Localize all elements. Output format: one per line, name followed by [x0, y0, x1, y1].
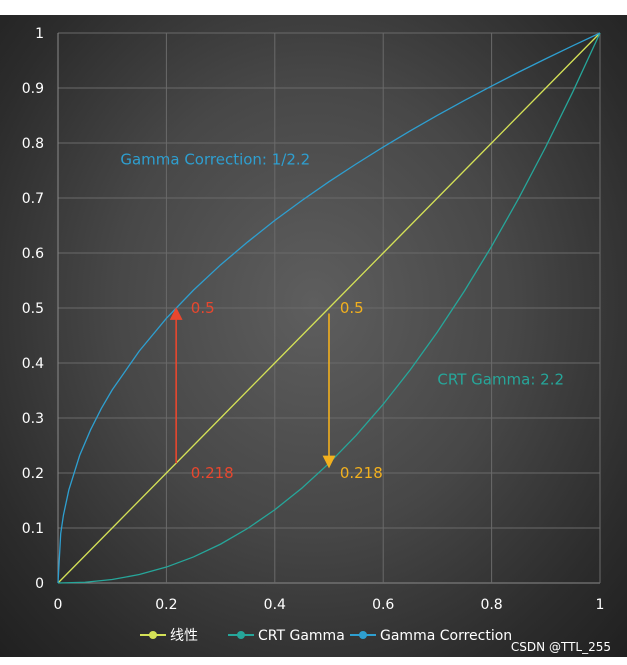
y-axis-ticks: 0 0.1 0.2 0.3 0.4 0.5 0.6 0.7 0.8 0.9 1 — [22, 26, 44, 592]
legend: 线性 CRT Gamma Gamma Correction — [140, 628, 512, 644]
x-tick-label: 0.8 — [480, 597, 502, 613]
chart-frame: 0 0.1 0.2 0.3 0.4 0.5 0.6 0.7 0.8 0.9 1 0 0.2 0.4 0.6… — [0, 15, 627, 657]
x-tick-label: 1 — [596, 597, 605, 613]
y-tick-label: 0.5 — [22, 301, 44, 317]
arrows — [169, 307, 336, 469]
annotation: 0.218 — [191, 464, 234, 482]
x-tick-label: 0 — [54, 597, 63, 613]
legend-entry: 线性 — [170, 628, 198, 644]
x-tick-label: 0.2 — [155, 597, 177, 613]
annotation: 0.5 — [191, 299, 215, 317]
y-tick-label: 0.2 — [22, 466, 44, 482]
annotations: Gamma Correction: 1/2.2 CRT Gamma: 2.2 0.5… — [120, 151, 564, 483]
y-tick-label: 0.9 — [22, 81, 44, 97]
gamma-chart: 0 0.1 0.2 0.3 0.4 0.5 0.6 0.7 0.8 0.9 1 0 0.2 0.4 0.6… — [22, 26, 605, 644]
watermark: CSDN @TTL_255 — [510, 640, 611, 654]
x-axis-ticks: 0 0.2 0.4 0.6 0.8 1 — [54, 597, 605, 613]
y-tick-label: 0.8 — [22, 136, 44, 152]
y-tick-label: 0.4 — [22, 356, 44, 372]
x-tick-label: 0.4 — [264, 597, 286, 613]
annotation: 0.5 — [340, 299, 364, 317]
annotation: 0.218 — [340, 464, 383, 482]
annotation: CRT Gamma: 2.2 — [437, 371, 564, 389]
series-line — [57, 32, 601, 584]
y-tick-label: 0.7 — [22, 191, 44, 207]
legend-entry: CRT Gamma — [258, 628, 345, 644]
x-tick-label: 0.6 — [372, 597, 394, 613]
series-line — [57, 32, 601, 584]
legend-swatch-marker — [359, 631, 367, 639]
y-tick-label: 0.3 — [22, 411, 44, 427]
annotation: Gamma Correction: 1/2.2 — [120, 151, 310, 169]
legend-swatch-marker — [149, 631, 157, 639]
y-tick-label: 0 — [35, 576, 44, 592]
legend-entry: Gamma Correction — [380, 628, 512, 644]
y-tick-label: 1 — [35, 26, 44, 42]
y-tick-label: 0.1 — [22, 521, 44, 537]
legend-swatch-marker — [237, 631, 245, 639]
y-tick-label: 0.6 — [22, 246, 44, 262]
